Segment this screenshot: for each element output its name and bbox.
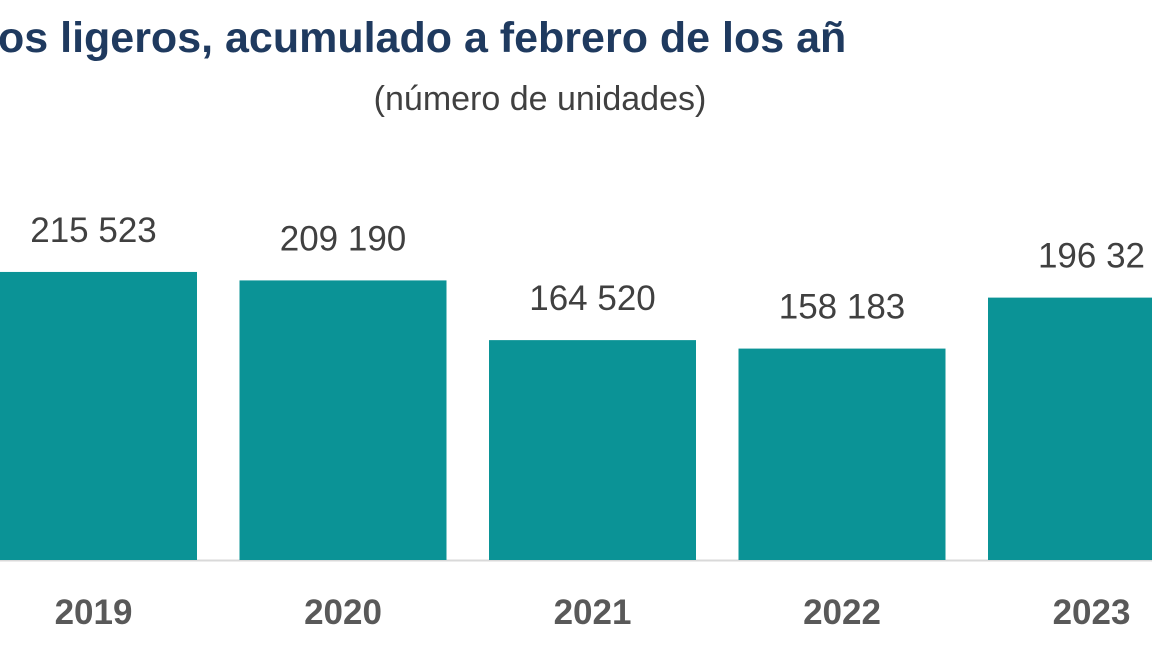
bar-2020 <box>239 280 447 560</box>
x-tick-label-2023: 2023 <box>1053 593 1131 632</box>
bar-2021 <box>489 340 696 560</box>
data-label-2021: 164 520 <box>529 279 656 318</box>
x-tick-label-2021: 2021 <box>554 593 632 632</box>
x-tick-label-2020: 2020 <box>304 593 382 632</box>
chart-title: os ligeros, acumulado a febrero de los a… <box>0 14 847 62</box>
data-label-2022: 158 183 <box>779 288 906 327</box>
data-label-2023: 196 32 <box>1038 237 1145 276</box>
x-tick-label-2019: 2019 <box>55 593 133 632</box>
bar-2019 <box>0 271 197 560</box>
chart-subtitle: (número de unidades) <box>373 80 707 118</box>
data-label-2019: 215 523 <box>30 211 157 250</box>
x-tick-label-2022: 2022 <box>803 593 881 632</box>
data-label-2020: 209 190 <box>280 219 407 258</box>
bar-2022 <box>738 348 946 560</box>
bar-2023 <box>988 297 1152 560</box>
